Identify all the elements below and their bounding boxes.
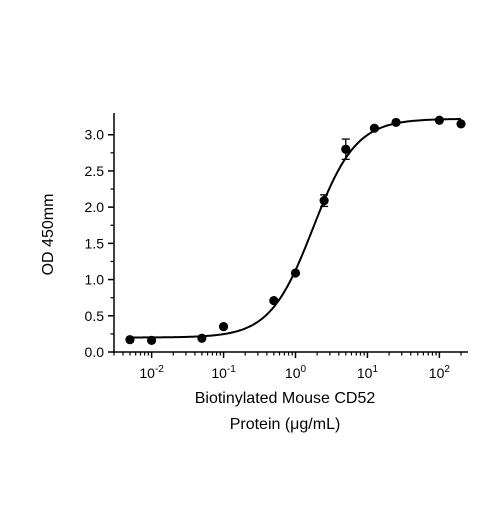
data-point <box>197 333 207 343</box>
y-axis-title: OD 450mm <box>40 194 57 276</box>
axis-labels-layer: 0.0 0.5 1.0 1.5 2.0 2.5 3.0 10-2 10-1 100 101 102 Bi… <box>40 127 450 433</box>
fit-curve <box>129 118 462 339</box>
y-tick-label: 0.5 <box>85 308 105 324</box>
data-point <box>341 144 351 154</box>
x-axis-title-line-1: Biotinylated Mouse CD52 <box>195 390 376 407</box>
y-tick-label: 2.0 <box>85 199 105 215</box>
x-tick-label: 10-2 <box>139 364 164 381</box>
data-point <box>218 322 229 332</box>
data-point <box>434 115 444 125</box>
data-point <box>319 196 329 206</box>
x-tick-label: 100 <box>285 364 307 381</box>
x-tick-label: 10-1 <box>211 364 236 381</box>
fit-curve-layer <box>129 118 462 339</box>
x-tick-label: 101 <box>357 364 379 381</box>
data-point <box>369 123 380 133</box>
data-point <box>269 295 279 306</box>
x-tick-label: 102 <box>429 364 451 381</box>
y-tick-label: 0.0 <box>85 344 105 360</box>
y-tick-label: 1.0 <box>85 272 105 288</box>
data-points-layer <box>125 115 466 346</box>
data-point <box>391 117 401 128</box>
y-tick-label: 2.5 <box>85 163 105 179</box>
y-tick-label: 3.0 <box>85 127 105 143</box>
x-axis-title-line-2: Protein (μg/mL) <box>230 416 341 433</box>
y-tick-label: 1.5 <box>85 235 105 251</box>
data-point <box>456 119 466 129</box>
axes <box>108 113 468 358</box>
data-point <box>125 335 135 345</box>
data-point <box>290 268 301 278</box>
data-point <box>147 335 157 346</box>
